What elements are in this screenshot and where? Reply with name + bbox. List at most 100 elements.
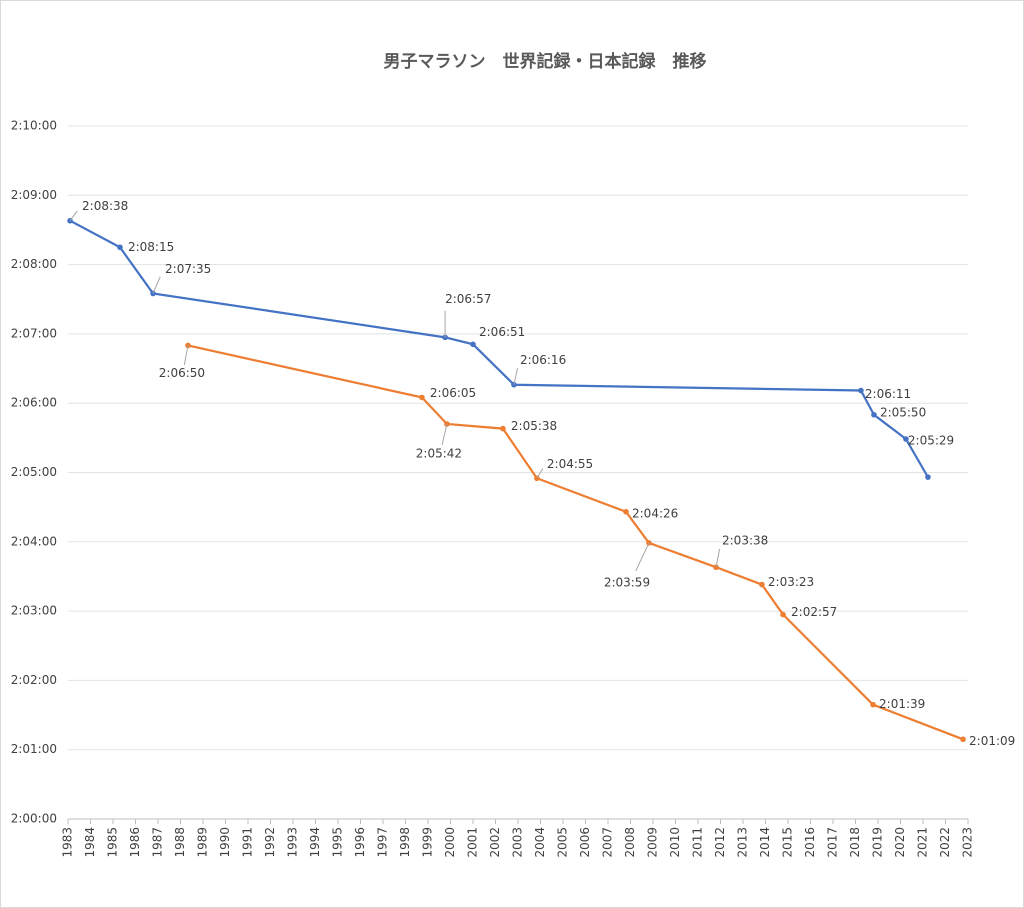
x-tick-label: 2021 <box>916 827 930 858</box>
y-tick-label: 2:05:00 <box>11 465 57 479</box>
x-tick-label: 2005 <box>556 827 570 858</box>
data-point <box>117 244 123 251</box>
data-point <box>903 436 909 442</box>
y-tick-label: 2:00:00 <box>11 812 57 826</box>
x-tick-label: 2010 <box>668 827 682 858</box>
data-point <box>444 421 450 427</box>
data-label: 2:07:35 <box>165 262 211 276</box>
data-label: 2:05:29 <box>908 434 954 448</box>
data-point <box>871 411 877 418</box>
x-tick-label: 1997 <box>376 827 390 858</box>
data-point <box>500 425 506 432</box>
x-tick-label: 2009 <box>646 827 660 858</box>
y-tick-label: 2:07:00 <box>11 326 57 340</box>
x-tick-label: 1996 <box>353 827 367 858</box>
leader-line <box>536 468 544 479</box>
x-tick-label: 2013 <box>736 827 750 858</box>
data-label: 2:08:38 <box>82 199 128 213</box>
data-label: 2:05:42 <box>416 446 462 460</box>
data-point <box>960 736 966 743</box>
x-tick-label: 2015 <box>781 827 795 858</box>
x-tick-label: 2019 <box>871 827 885 858</box>
data-label: 2:06:51 <box>479 325 525 339</box>
data-point <box>534 475 540 482</box>
y-tick-label: 2:08:00 <box>11 257 57 271</box>
y-tick-label: 2:01:00 <box>11 742 57 756</box>
leader-line <box>635 542 650 572</box>
series-line <box>69 219 929 478</box>
x-tick-label: 1988 <box>173 827 187 858</box>
x-tick-label: 2004 <box>533 827 547 858</box>
x-tick-label: 2006 <box>578 827 592 858</box>
data-point <box>925 474 931 480</box>
y-tick-label: 2:02:00 <box>11 673 57 687</box>
x-tick-label: 2022 <box>938 827 952 858</box>
leader-line <box>183 345 189 366</box>
data-point <box>623 508 629 515</box>
data-label: 2:06:11 <box>865 387 911 401</box>
data-point <box>870 701 876 708</box>
chart-title: 男子マラソン 世界記録・日本記録 推移 <box>384 51 707 72</box>
x-tick-label: 1985 <box>106 827 120 858</box>
x-tick-label: 2008 <box>623 827 637 858</box>
x-tick-label: 2014 <box>758 827 772 858</box>
x-tick-label: 2000 <box>443 827 457 858</box>
x-tick-label: 1990 <box>218 827 232 858</box>
x-tick-label: 2020 <box>893 827 907 858</box>
x-tick-label: 2007 <box>601 827 615 858</box>
x-tick-label: 2011 <box>691 827 705 858</box>
data-point <box>780 611 786 618</box>
x-tick-label: 2017 <box>826 827 840 858</box>
x-tick-label: 1987 <box>151 827 165 858</box>
leader-line <box>715 548 721 568</box>
data-label: 2:05:50 <box>880 405 926 419</box>
data-point <box>759 581 765 588</box>
x-tick-label: 1994 <box>308 827 322 858</box>
data-label: 2:06:16 <box>520 353 566 367</box>
data-label: 2:03:59 <box>604 575 650 589</box>
x-tick-label: 1993 <box>286 827 300 858</box>
y-tick-label: 2:04:00 <box>11 534 57 548</box>
y-tick-label: 2:09:00 <box>11 188 57 202</box>
x-tick-label: 1983 <box>61 827 75 858</box>
x-tick-label: 2018 <box>848 827 862 858</box>
y-tick-label: 2:06:00 <box>11 396 57 410</box>
x-tick-label: 2023 <box>961 827 975 858</box>
leader-line <box>69 210 78 222</box>
x-tick-label: 2016 <box>803 827 817 858</box>
x-tick-label: 1984 <box>83 827 97 858</box>
y-tick-label: 2:10:00 <box>11 119 57 133</box>
y-tick-label: 2:03:00 <box>11 604 57 618</box>
data-label: 2:04:55 <box>547 457 593 471</box>
x-tick-label: 1998 <box>398 827 412 858</box>
data-label: 2:03:38 <box>722 534 768 548</box>
data-point <box>419 394 425 401</box>
data-label: 2:01:09 <box>969 734 1015 748</box>
data-label: 2:08:15 <box>128 240 174 254</box>
data-label: 2:05:38 <box>511 419 557 433</box>
x-tick-label: 1989 <box>196 827 210 858</box>
data-label: 2:04:26 <box>632 506 678 520</box>
x-tick-label: 2001 <box>466 827 480 858</box>
x-tick-label: 1999 <box>421 827 435 858</box>
data-label: 2:06:57 <box>445 292 491 306</box>
x-tick-label: 1995 <box>331 827 345 858</box>
x-tick-label: 2003 <box>511 827 525 858</box>
x-tick-label: 1986 <box>128 827 142 858</box>
data-label: 2:02:57 <box>791 605 837 619</box>
data-label: 2:06:50 <box>159 366 205 380</box>
x-tick-label: 1991 <box>241 827 255 858</box>
data-point <box>150 290 156 297</box>
data-point <box>858 387 864 394</box>
x-tick-label: 2002 <box>488 827 502 858</box>
data-label: 2:03:23 <box>768 575 814 589</box>
data-label: 2:01:39 <box>879 697 925 711</box>
x-tick-label: 1992 <box>263 827 277 858</box>
leader-line <box>513 367 519 385</box>
series-line <box>187 344 964 741</box>
leader-line <box>152 276 161 294</box>
x-tick-label: 2012 <box>713 827 727 858</box>
leader-line <box>441 423 448 446</box>
